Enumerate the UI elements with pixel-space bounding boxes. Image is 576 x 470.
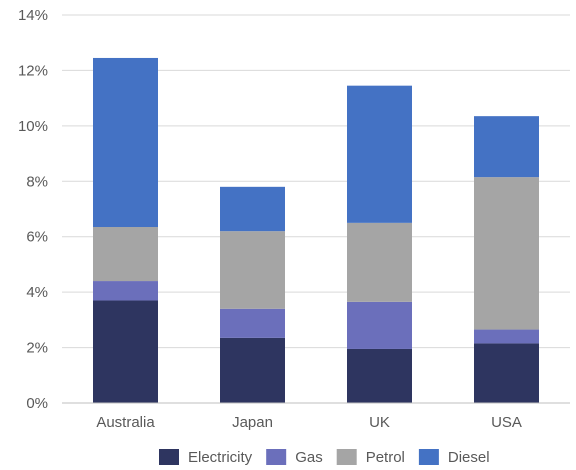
y-tick-label: 14%	[18, 7, 48, 24]
legend-label: Diesel	[448, 449, 490, 466]
bar-diesel-japan	[220, 186, 285, 232]
legend-item-gas: Gas	[266, 449, 323, 466]
bar-gas-usa	[474, 329, 539, 344]
y-tick-label: 2%	[26, 340, 48, 357]
x-tick-label: Japan	[232, 414, 273, 431]
legend-swatch	[418, 449, 439, 465]
x-tick-label: USA	[491, 414, 522, 431]
bar-electricity-japan	[220, 337, 285, 403]
y-tick-label: 6%	[26, 229, 48, 246]
bar-petrol-japan	[220, 231, 285, 309]
x-tick-label: UK	[369, 414, 390, 431]
bar-diesel-uk	[347, 85, 412, 223]
y-tick-label: 10%	[18, 118, 48, 135]
legend-label: Petrol	[366, 449, 405, 466]
bar-electricity-uk	[347, 348, 412, 403]
bar-gas-uk	[347, 301, 412, 349]
legend-swatch	[336, 449, 357, 465]
bar-electricity-usa	[474, 343, 539, 403]
y-tick-label: 8%	[26, 173, 48, 190]
legend-item-diesel: Diesel	[418, 449, 490, 466]
bar-petrol-australia	[93, 227, 158, 282]
legend-label: Electricity	[188, 449, 253, 466]
legend: Electricity Gas Petrol Diesel	[159, 449, 490, 466]
y-tick-label: 12%	[18, 62, 48, 79]
y-tick-label: 0%	[26, 395, 48, 412]
x-tick-label: Australia	[96, 414, 155, 431]
legend-item-petrol: Petrol	[336, 449, 405, 466]
bar-electricity-australia	[93, 300, 158, 403]
bars	[93, 57, 539, 403]
bar-petrol-usa	[474, 177, 539, 330]
bar-gas-japan	[220, 308, 285, 338]
legend-swatch	[266, 449, 287, 465]
bar-diesel-australia	[93, 57, 158, 228]
bar-petrol-uk	[347, 222, 412, 302]
y-axis-ticks: 0% 2% 4% 6% 8% 10% 12% 14%	[18, 7, 48, 412]
bar-gas-australia	[93, 281, 158, 301]
legend-swatch	[159, 449, 179, 465]
y-tick-label: 4%	[26, 284, 48, 301]
legend-item-electricity: Electricity	[159, 449, 253, 466]
bar-diesel-usa	[474, 116, 539, 178]
x-axis-ticks: Australia Japan UK USA	[96, 414, 522, 431]
legend-label: Gas	[295, 449, 323, 466]
